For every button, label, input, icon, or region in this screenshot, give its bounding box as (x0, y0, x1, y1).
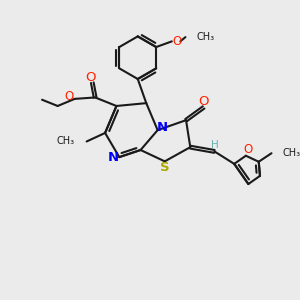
Text: O: O (244, 143, 253, 156)
Text: O: O (64, 89, 74, 103)
Text: O: O (172, 35, 182, 48)
Text: H: H (211, 140, 218, 150)
Text: N: N (157, 121, 168, 134)
Text: CH₃: CH₃ (196, 32, 214, 42)
Text: N: N (108, 151, 119, 164)
Text: S: S (160, 161, 169, 174)
Text: CH₃: CH₃ (282, 148, 300, 158)
Text: CH₃: CH₃ (57, 136, 75, 146)
Text: O: O (85, 70, 96, 83)
Text: O: O (198, 95, 209, 108)
